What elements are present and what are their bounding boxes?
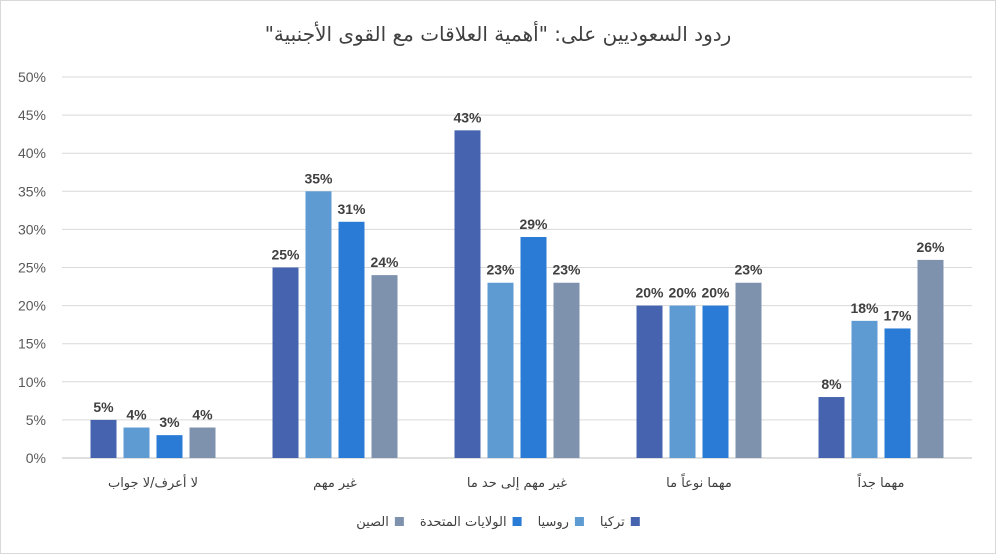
data-label: 29%	[519, 216, 548, 232]
x-axis: لا أعرف/لا جواب غير مهم غير مهم إلى حد ما م…	[108, 473, 905, 491]
data-label: 43%	[453, 109, 482, 125]
y-axis: 0% 5% 10% 15% 20% 25% 30% 35% 40% 45% 50%	[18, 69, 46, 466]
bar	[851, 320, 878, 458]
data-label: 3%	[159, 414, 180, 430]
legend-label: روسيا	[538, 515, 569, 530]
data-label: 24%	[370, 254, 399, 270]
bar	[338, 221, 365, 458]
y-tick-label: 25%	[18, 260, 46, 276]
y-tick-label: 20%	[18, 298, 46, 314]
y-tick-label: 45%	[18, 107, 46, 123]
bar	[371, 275, 398, 458]
data-label: 26%	[916, 239, 945, 255]
y-tick-label: 50%	[18, 69, 46, 85]
data-label: 23%	[552, 262, 581, 278]
data-label: 31%	[337, 201, 366, 217]
legend-swatch	[512, 517, 522, 526]
bar	[305, 191, 332, 459]
bar	[818, 397, 845, 458]
bar	[454, 130, 481, 458]
y-tick-label: 40%	[18, 145, 46, 161]
x-tick-label: لا أعرف/لا جواب	[108, 474, 198, 491]
data-label: 35%	[304, 170, 333, 186]
bar	[487, 282, 514, 458]
bar	[123, 427, 150, 458]
bar	[636, 305, 663, 458]
y-tick-label: 15%	[18, 336, 46, 352]
data-labels: 5% 4% 3% 4%25%35%31%24%43%23%29%23%20% 20% 20…	[93, 109, 945, 430]
bar	[702, 305, 729, 458]
bar	[553, 282, 580, 458]
data-label: 23%	[734, 262, 763, 278]
legend-label: تركيا	[600, 515, 625, 530]
data-label: 4%	[126, 407, 147, 423]
bar	[669, 305, 696, 458]
bar	[272, 267, 299, 458]
bar	[520, 237, 547, 458]
data-label: 4%	[192, 407, 213, 423]
data-label: 20%	[635, 285, 664, 301]
chart-title: ردود السعوديين على: "أهمية العلاقات مع ا…	[265, 21, 732, 46]
legend-swatch	[630, 517, 640, 526]
x-tick-label: غير مهم	[313, 476, 357, 491]
bar	[156, 435, 183, 458]
data-label: 23%	[486, 262, 515, 278]
data-label: 18%	[850, 300, 879, 316]
data-label: 5%	[93, 399, 114, 415]
bar	[917, 259, 944, 458]
legend: الصين الولايات المتحدة روسيا تركيا	[356, 515, 640, 530]
data-label: 20%	[701, 285, 730, 301]
y-tick-label: 10%	[18, 374, 46, 390]
legend-swatch	[574, 517, 584, 526]
bar	[189, 427, 216, 458]
y-tick-label: 30%	[18, 221, 46, 237]
bars	[90, 130, 944, 459]
legend-label: الولايات المتحدة	[420, 515, 507, 530]
x-tick-label: مهما جداً	[857, 473, 904, 491]
y-tick-label: 0%	[26, 450, 46, 466]
x-tick-label: غير مهم إلى حد ما	[467, 476, 567, 491]
bar	[735, 282, 762, 458]
data-label: 8%	[821, 376, 842, 392]
data-label: 20%	[668, 285, 697, 301]
legend-swatch	[394, 517, 404, 526]
y-tick-label: 5%	[26, 412, 46, 428]
data-label: 25%	[271, 247, 300, 263]
bar	[884, 328, 911, 458]
x-tick-label: مهما نوعاً ما	[666, 473, 732, 491]
y-tick-label: 35%	[18, 183, 46, 199]
data-label: 17%	[883, 307, 912, 323]
bar	[90, 419, 117, 458]
legend-label: الصين	[356, 515, 389, 530]
